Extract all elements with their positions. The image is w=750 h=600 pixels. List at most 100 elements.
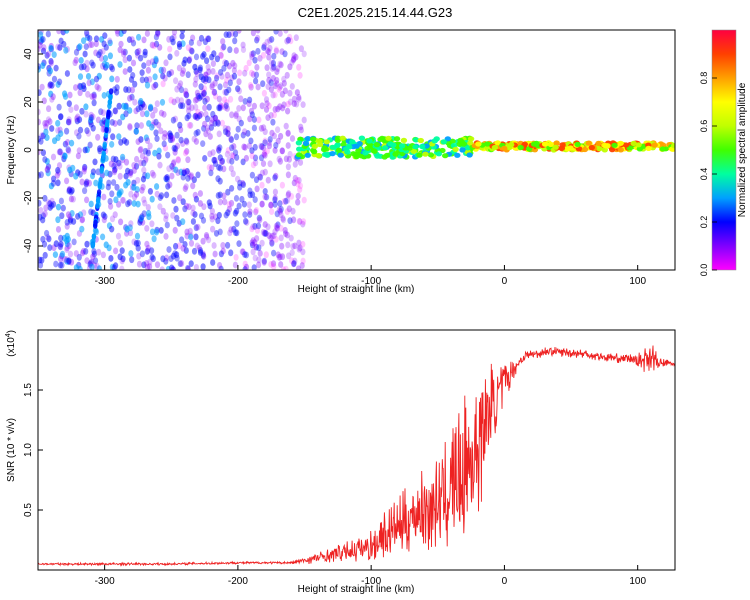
colorbar-tick-label: 0.8: [699, 72, 709, 85]
heatmap-cell: [71, 238, 77, 246]
heatmap-cell: [42, 251, 48, 259]
heatmap-cell: [242, 144, 248, 151]
heatmap-cell: [93, 179, 99, 187]
heatmap-cell: [108, 88, 114, 95]
heatmap-cell: [170, 160, 177, 167]
heatmap-cell: [255, 34, 261, 42]
heatmap-cell: [133, 190, 140, 198]
heatmap-cell: [118, 218, 124, 226]
heatmap-cell: [601, 147, 608, 153]
heatmap-cell: [183, 202, 190, 210]
heatmap-cell: [224, 105, 230, 112]
heatmap-cell: [274, 224, 280, 232]
heatmap-cell: [92, 257, 99, 264]
heatmap-cell: [301, 50, 307, 58]
heatmap-cell: [212, 120, 218, 127]
heatmap-cell: [127, 107, 133, 114]
heatmap-cell: [255, 222, 262, 230]
heatmap-cell: [266, 232, 272, 240]
heatmap-cell: [89, 41, 95, 48]
heatmap-cell: [145, 172, 151, 180]
heatmap-cell: [200, 140, 206, 148]
heatmap-cell: [157, 161, 163, 169]
heatmap-cell: [195, 223, 201, 231]
heatmap-cell: [107, 37, 113, 45]
heatmap-cell: [84, 30, 90, 37]
heatmap-cell: [97, 145, 103, 153]
heatmap-cell: [67, 217, 73, 225]
heatmap-cell: [204, 95, 210, 103]
heatmap-cell: [298, 126, 304, 134]
heatmap-cell: [250, 248, 256, 256]
heatmap-cell: [184, 168, 190, 175]
heatmap-cell: [281, 101, 287, 109]
heatmap-cell: [88, 116, 94, 124]
heatmap-cell: [47, 244, 53, 252]
heatmap-cell: [280, 104, 286, 112]
heatmap-cell: [151, 235, 157, 243]
heatmap-cell: [73, 104, 79, 112]
heatmap-cell: [218, 250, 224, 258]
heatmap-cell: [68, 106, 74, 113]
heatmap-cell: [45, 116, 52, 123]
y-scale-exponent: 4: [5, 333, 12, 337]
heatmap-cell: [151, 83, 157, 91]
heatmap-cell: [189, 47, 195, 55]
heatmap-cell: [219, 157, 225, 165]
heatmap-cell: [56, 103, 62, 111]
heatmap-cell: [184, 148, 190, 155]
bottom-y-axis-label: SNR (10 * v/v): [6, 418, 17, 482]
heatmap-cell: [149, 195, 155, 203]
heatmap-cell: [259, 239, 265, 247]
heatmap-cell: [287, 33, 293, 41]
heatmap-cell: [58, 234, 64, 242]
x-tick-label: 0: [502, 276, 508, 287]
heatmap-cell: [135, 200, 141, 208]
heatmap-cell: [282, 226, 288, 234]
heatmap-cell: [54, 171, 60, 179]
heatmap-cell: [271, 263, 277, 270]
heatmap-cell: [185, 174, 191, 182]
heatmap-cell: [296, 95, 302, 103]
heatmap-cell: [214, 72, 220, 80]
heatmap-cell: [123, 103, 129, 111]
heatmap-cell: [100, 211, 106, 219]
heatmap-cell: [253, 77, 259, 85]
heatmap-cell: [274, 210, 280, 218]
heatmap-cell: [393, 136, 401, 142]
heatmap-cell: [281, 80, 287, 87]
heatmap-cell: [121, 30, 127, 35]
heatmap-cell: [117, 46, 123, 54]
heatmap-cell: [53, 64, 59, 72]
heatmap-cell: [138, 54, 144, 62]
heatmap-cell: [264, 100, 270, 107]
heatmap-cell: [76, 82, 83, 90]
heatmap-cell: [79, 249, 86, 257]
heatmap-cell: [127, 94, 133, 102]
heatmap-cell: [241, 143, 247, 151]
heatmap-cell: [75, 213, 81, 220]
heatmap-cell: [195, 128, 201, 136]
heatmap-cell: [269, 238, 275, 246]
heatmap-cell: [175, 156, 181, 164]
heatmap-cell: [217, 177, 223, 185]
heatmap-cell: [89, 263, 95, 270]
heatmap-cell: [238, 119, 244, 127]
heatmap-cell: [41, 44, 47, 51]
heatmap-cell: [285, 142, 291, 149]
heatmap-cell: [567, 145, 574, 151]
heatmap-cell: [229, 158, 235, 165]
heatmap-cell: [138, 214, 144, 222]
heatmap-cell: [213, 230, 220, 237]
heatmap-cell: [163, 257, 169, 265]
heatmap-cell: [77, 89, 83, 97]
heatmap-cell: [248, 83, 254, 91]
heatmap-cell: [73, 264, 79, 270]
heatmap-cell: [262, 137, 268, 145]
heatmap-cell: [277, 157, 283, 165]
heatmap-cell: [276, 155, 282, 163]
heatmap-cell: [297, 244, 303, 252]
heatmap-cell: [123, 181, 129, 189]
heatmap-cell: [96, 72, 102, 80]
heatmap-cell: [117, 253, 123, 261]
